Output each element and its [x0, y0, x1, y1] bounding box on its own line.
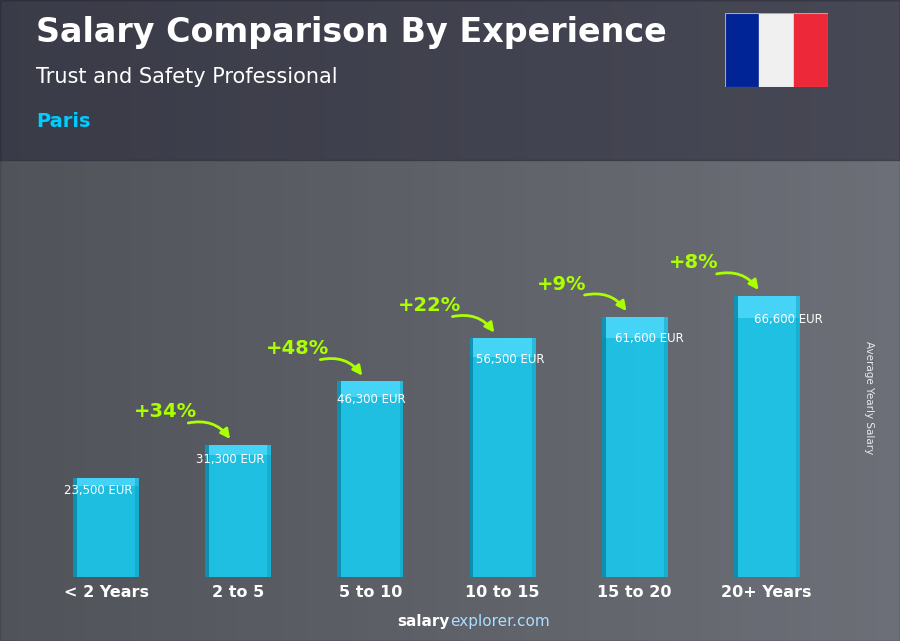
Bar	[759, 13, 794, 87]
Bar	[532, 338, 536, 577]
Bar	[73, 478, 77, 577]
Text: Average Yearly Salary: Average Yearly Salary	[863, 341, 874, 454]
Bar	[794, 13, 828, 87]
Bar	[796, 296, 800, 577]
Text: explorer.com: explorer.com	[450, 615, 550, 629]
Bar	[601, 317, 668, 577]
Bar	[205, 445, 210, 577]
Bar	[73, 478, 140, 486]
Text: 31,300 EUR: 31,300 EUR	[196, 453, 265, 465]
Bar	[601, 317, 606, 577]
Bar	[663, 317, 668, 577]
Text: Trust and Safety Professional: Trust and Safety Professional	[36, 67, 338, 87]
Bar	[724, 13, 759, 87]
Bar	[267, 445, 272, 577]
Text: +22%: +22%	[399, 296, 462, 315]
Bar	[734, 296, 738, 577]
Text: 61,600 EUR: 61,600 EUR	[615, 333, 684, 345]
Text: Salary Comparison By Experience: Salary Comparison By Experience	[36, 16, 667, 49]
Bar	[470, 338, 536, 358]
Text: 56,500 EUR: 56,500 EUR	[476, 353, 544, 365]
Text: +48%: +48%	[266, 339, 329, 358]
Bar	[205, 445, 272, 577]
Bar	[338, 381, 341, 577]
Text: +9%: +9%	[537, 274, 587, 294]
Bar	[205, 445, 272, 455]
Bar	[0, 0, 900, 160]
Bar	[338, 381, 403, 397]
Bar	[400, 381, 403, 577]
Text: +34%: +34%	[134, 403, 197, 422]
Text: Paris: Paris	[36, 112, 91, 131]
Text: 46,300 EUR: 46,300 EUR	[338, 393, 406, 406]
Bar	[135, 478, 140, 577]
Text: 23,500 EUR: 23,500 EUR	[64, 483, 132, 497]
Text: +8%: +8%	[670, 253, 719, 272]
Text: salary: salary	[398, 615, 450, 629]
Bar	[338, 381, 403, 577]
Text: 66,600 EUR: 66,600 EUR	[753, 313, 823, 326]
Bar	[73, 478, 140, 577]
Bar	[601, 317, 668, 338]
Bar	[734, 296, 800, 577]
Bar	[470, 338, 536, 577]
Bar	[734, 296, 800, 318]
Bar	[470, 338, 473, 577]
